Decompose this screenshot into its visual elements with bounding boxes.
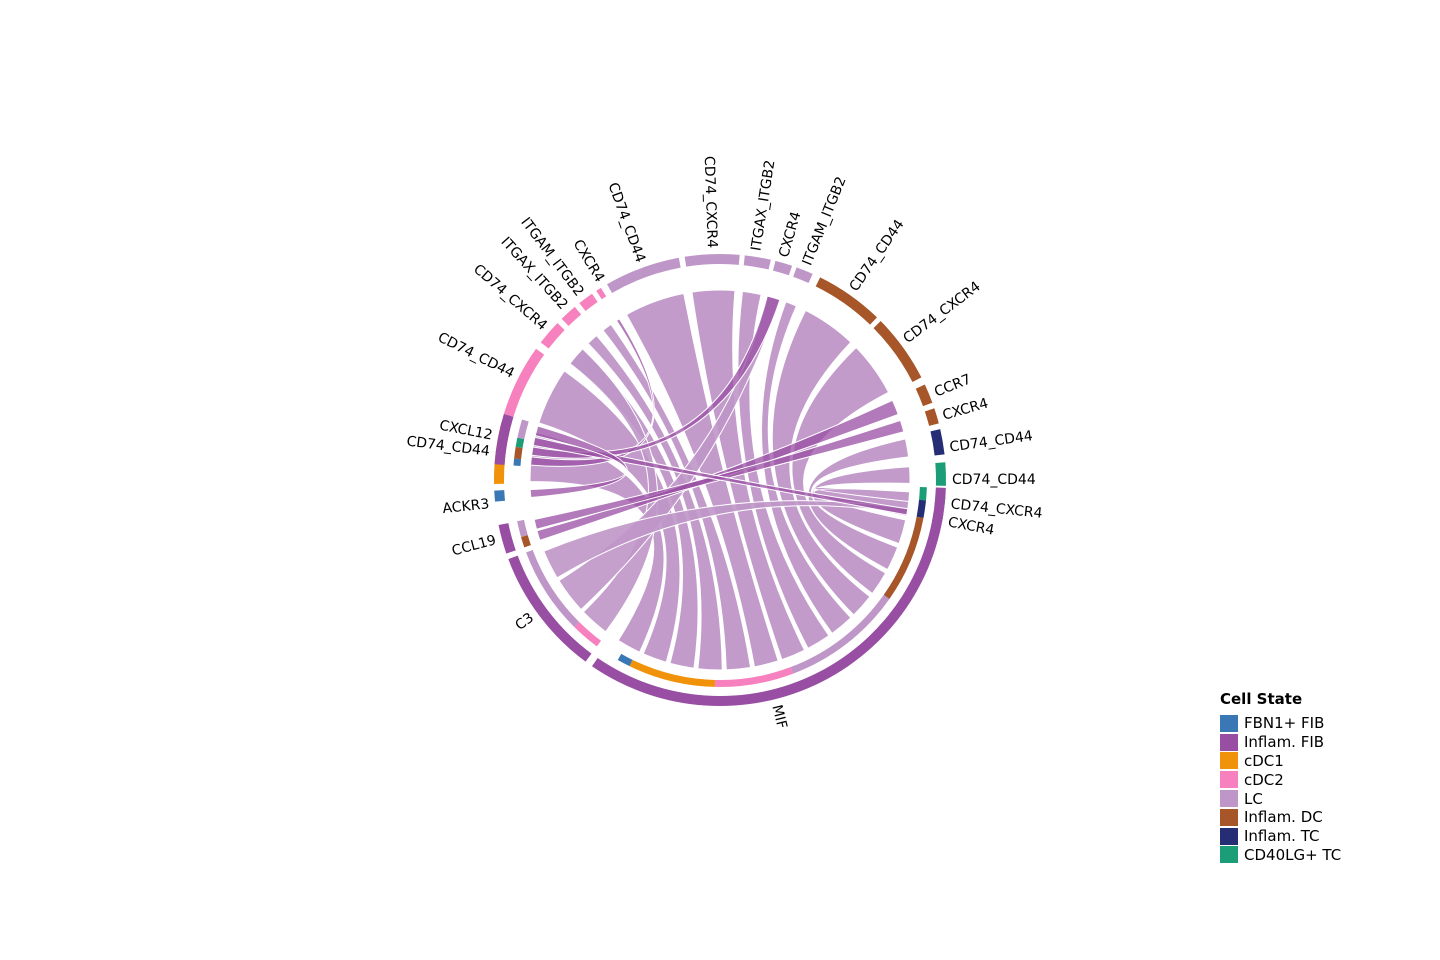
legend-swatch — [1220, 808, 1238, 826]
receiver-segment — [607, 257, 681, 293]
chord-ribbon — [587, 334, 723, 671]
segment-label: CD74_CD44 — [604, 181, 648, 265]
legend-swatch — [1220, 733, 1238, 751]
outer-ring — [494, 254, 946, 706]
segment-label: ITGAX_ITGB2 — [748, 159, 778, 252]
legend-swatch — [1220, 790, 1238, 808]
legend-swatch — [1220, 771, 1238, 789]
segment-label: CD74_CD44 — [847, 217, 908, 295]
inner-target-segment — [515, 437, 525, 449]
sender-segment — [494, 413, 514, 465]
legend-item: cDC2 — [1220, 770, 1341, 789]
segment-label: CCL19 — [450, 532, 498, 559]
legend-items: FBN1+ FIB Inflam. FIB cDC1 cDC2 LC Inflam. DC… — [1220, 714, 1341, 864]
receiver-segment — [873, 321, 922, 382]
inner-target-segment — [514, 446, 523, 460]
segment-label: CD74_CXCR4 — [701, 156, 720, 249]
legend-label: FBN1+ FIB — [1244, 714, 1325, 733]
chord-ribbon — [761, 301, 852, 635]
receiver-segment — [540, 323, 565, 349]
legend-item: cDC1 — [1220, 752, 1341, 771]
inner-target-segment — [919, 486, 927, 501]
chord-ribbon — [533, 419, 905, 530]
legend-item: LC — [1220, 789, 1341, 808]
inner-ring — [513, 419, 927, 687]
legend-item: Inflam. TC — [1220, 827, 1341, 846]
legend-item: Inflam. DC — [1220, 808, 1341, 827]
segment-label: CD74_CD44 — [949, 428, 1034, 456]
receiver-segment — [743, 255, 771, 270]
receiver-segment — [915, 384, 933, 407]
inner-target-segment — [629, 659, 716, 687]
legend-swatch — [1220, 714, 1238, 732]
legend-label: LC — [1244, 789, 1263, 808]
segment-label: CXCR4 — [947, 514, 996, 538]
segment-label: ITGAM_ITGB2 — [799, 175, 849, 268]
legend-label: cDC1 — [1244, 751, 1284, 770]
segment-label: CCR7 — [932, 371, 973, 400]
segment-label: MIF — [768, 703, 789, 730]
inner-target-segment — [526, 550, 580, 628]
legend-label: Inflam. FIB — [1244, 733, 1325, 752]
inner-target-segment — [916, 499, 926, 518]
sender-segment — [591, 487, 946, 706]
legend-item: FBN1+ FIB — [1220, 714, 1341, 733]
segment-label: CD74_CD44 — [435, 330, 517, 382]
segment-label: CXCR4 — [776, 210, 804, 259]
inner-target-segment — [714, 667, 793, 687]
segment-label: CD74_CD44 — [952, 472, 1036, 488]
receiver-segment — [684, 254, 740, 267]
receiver-segment — [935, 462, 946, 486]
chord-ribbon — [529, 425, 628, 499]
legend-label: Inflam. DC — [1244, 808, 1323, 827]
receiver-segment — [815, 277, 877, 325]
inner-target-segment — [521, 535, 531, 548]
segment-label: ACKR3 — [442, 496, 490, 517]
sender-segment — [498, 523, 516, 554]
chord-ribbon — [602, 323, 752, 671]
inner-target-segment — [513, 458, 522, 467]
inner-target-segment — [617, 653, 633, 667]
segment-label: CD74_CXCR4 — [900, 278, 983, 346]
chord-links — [529, 289, 911, 671]
legend-item: Inflam. FIB — [1220, 733, 1341, 752]
inner-target-segment — [790, 594, 890, 674]
receiver-segment — [579, 293, 598, 311]
legend: Cell State FBN1+ FIB Inflam. FIB cDC1 cDC2 L… — [1220, 690, 1341, 864]
segment-label: CXCR4 — [941, 395, 990, 423]
receiver-segment — [503, 348, 545, 417]
receiver-segment — [930, 429, 945, 456]
legend-swatch — [1220, 827, 1238, 845]
receiver-segment — [924, 408, 939, 426]
chord-ribbon — [625, 292, 779, 668]
receiver-segment — [494, 490, 505, 502]
legend-title: Cell State — [1220, 690, 1303, 708]
legend-swatch — [1220, 846, 1238, 864]
segment-label: C3 — [512, 610, 537, 634]
sender-segment — [508, 555, 592, 662]
inner-target-segment — [574, 622, 602, 647]
legend-label: Inflam. TC — [1244, 827, 1320, 846]
receiver-segment — [772, 260, 793, 276]
inner-target-segment — [517, 419, 529, 440]
inner-target-segment — [517, 519, 528, 538]
inner-target-segment — [883, 516, 924, 599]
receiver-segment — [793, 267, 813, 283]
legend-item: CD40LG+ TC — [1220, 846, 1341, 865]
receiver-segment — [596, 287, 607, 300]
legend-label: CD40LG+ TC — [1244, 845, 1342, 864]
legend-label: cDC2 — [1244, 770, 1284, 789]
receiver-segment — [561, 306, 582, 326]
legend-swatch — [1220, 752, 1238, 770]
